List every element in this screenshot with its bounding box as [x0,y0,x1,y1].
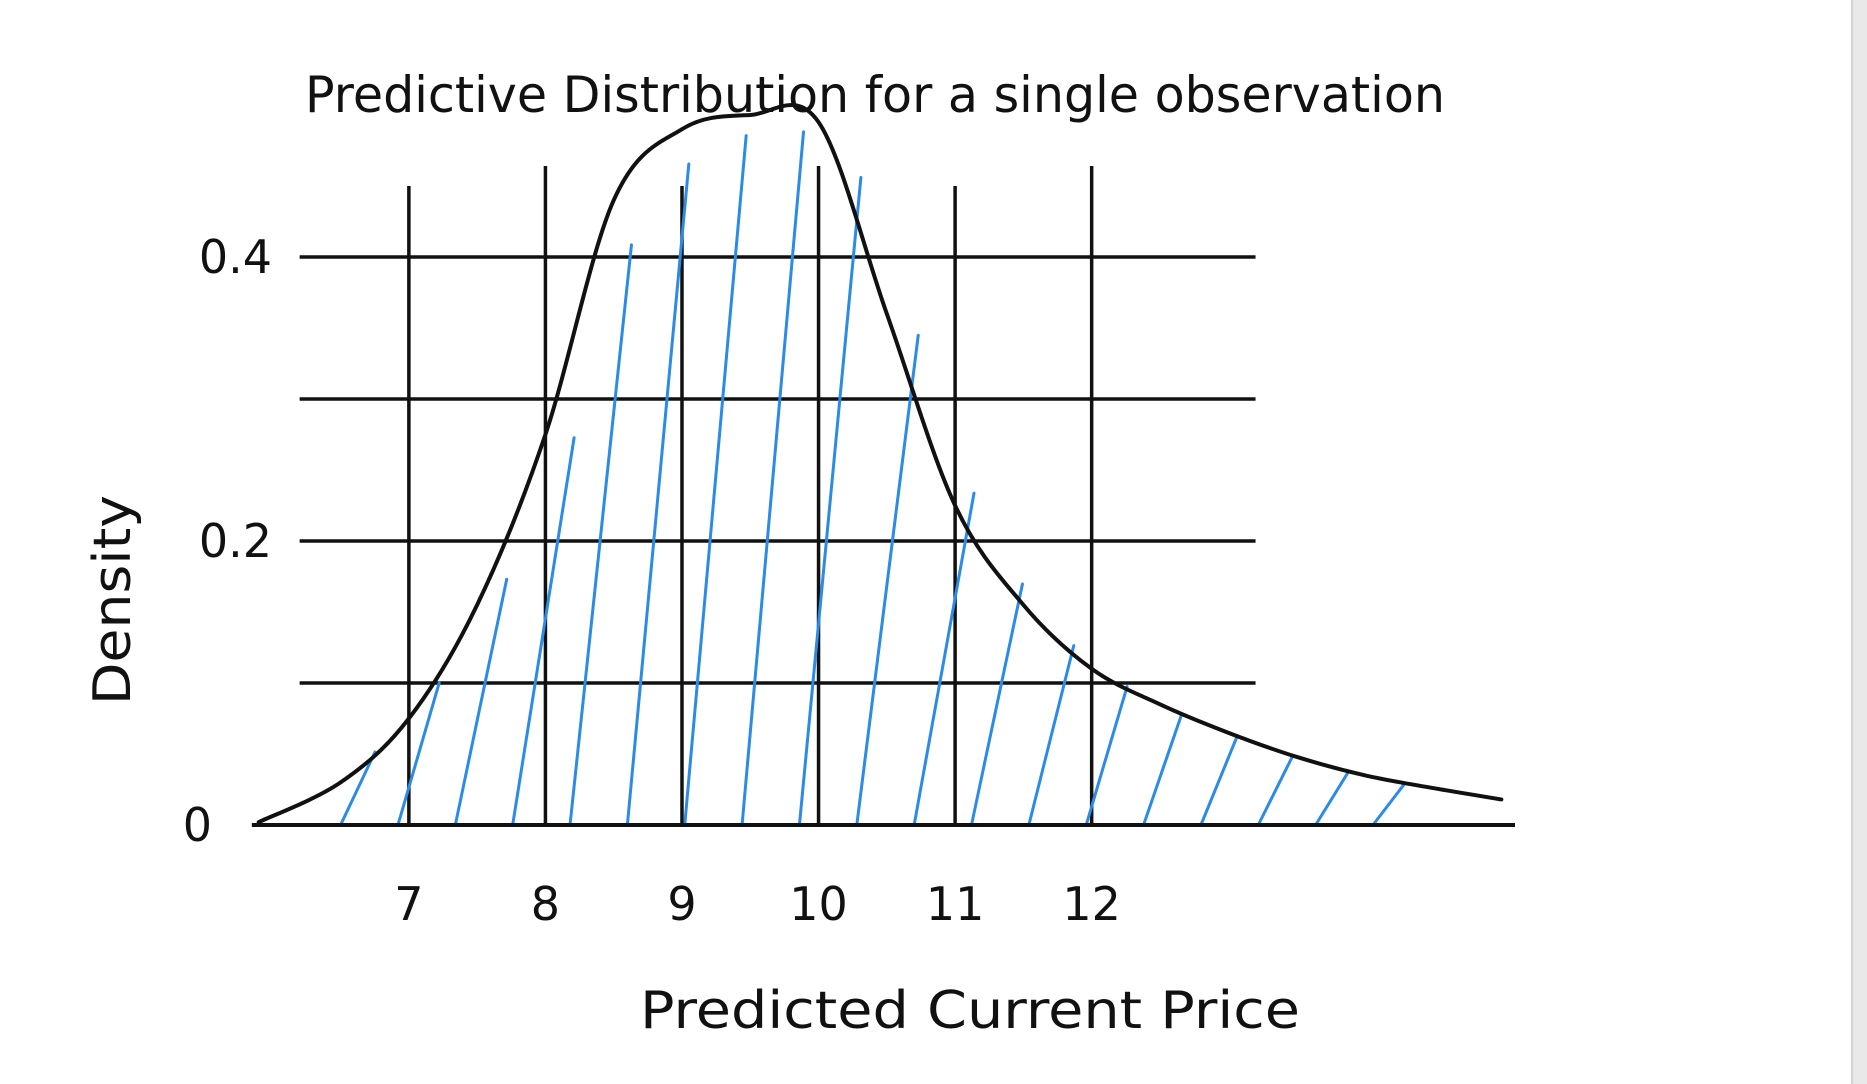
hatch-stroke [1084,685,1129,827]
hatch-stroke [625,162,691,827]
y-tick-labels: 0 0.2 0.4 [183,230,272,852]
density-curve [256,102,1504,825]
hatch-stroke [797,175,863,827]
hatch-stroke [511,436,576,827]
hatch-stroke [1371,782,1406,827]
hatch-stroke [740,130,806,827]
hatch-stroke [1199,735,1239,827]
x-tick-label-12: 12 [1062,877,1121,931]
x-tick-label-11: 11 [926,877,985,931]
chart-title: Predictive Distribution for a single obs… [305,66,1445,124]
x-tick-label-9: 9 [667,877,696,931]
x-tick-label-10: 10 [789,877,848,931]
y-tick-label-0.4: 0.4 [199,230,272,284]
hatch-stroke [683,134,748,827]
y-axis-label: Density [83,495,143,705]
y-tick-label-0: 0 [183,798,212,852]
x-axis-label: Predicted Current Price [640,981,1300,1041]
hatch-stroke [339,750,377,827]
x-tick-label-8: 8 [531,877,560,931]
y-tick-label-0.2: 0.2 [199,514,272,568]
grid [299,166,1256,825]
hatch-stroke [1314,770,1350,827]
hatch-stroke [568,243,633,827]
x-tick-labels: 7 8 9 10 11 12 [394,877,1121,931]
hatch-stroke [1256,755,1294,827]
x-tick-label-7: 7 [394,877,423,931]
hatch-stroke [453,577,509,827]
hatch-stroke [1027,644,1076,827]
hatch-fill [339,130,1406,827]
window-edge [1851,0,1867,1084]
hatch-stroke [912,491,976,827]
hatch-stroke [396,681,441,827]
hatch-stroke [969,582,1024,827]
hatch-stroke [1142,712,1184,827]
hatch-stroke [855,333,920,827]
